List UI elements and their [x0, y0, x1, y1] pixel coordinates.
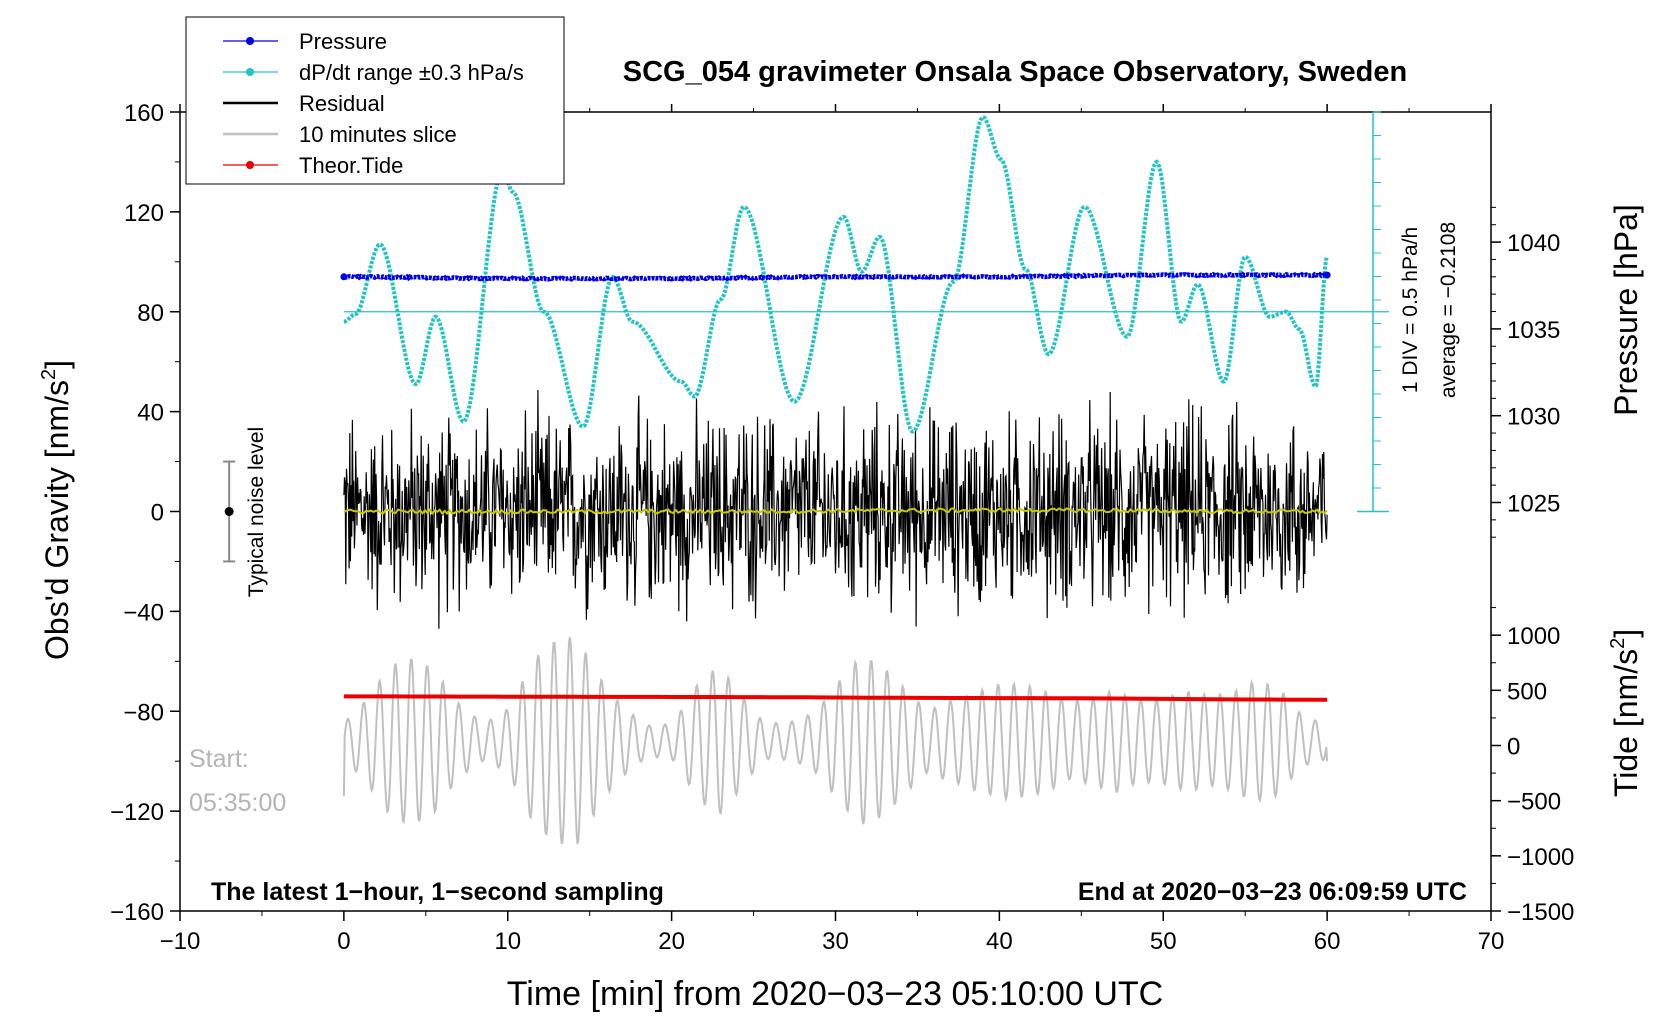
x-axis-label: Time [min] from 2020−03−23 05:10:00 UTC: [507, 975, 1163, 1013]
x-axis-ticks: −10 0 10 20 30 40 50 60 70: [160, 104, 1505, 955]
y-tick-label: 160: [124, 100, 164, 127]
legend: Pressure dP/dt range ±0.3 hPa/s Residual 10…: [185, 16, 565, 185]
y-tick-label: 40: [137, 400, 164, 427]
y-left-ticks: 160 120 80 40 0 −40 −80 −120 −160: [110, 100, 180, 926]
dpdt-scale-axis: [343, 111, 1390, 513]
legend-label: Theor.Tide: [299, 153, 403, 178]
legend-marker: [246, 161, 254, 169]
y-tick-label: 0: [151, 500, 164, 527]
start-time: 05:35:00: [189, 789, 286, 817]
pressure-tick-label: 1040: [1507, 230, 1560, 257]
x-tick-label: 10: [494, 928, 521, 955]
tide-tick-label: −500: [1507, 789, 1561, 816]
y-tick-label: −40: [123, 599, 164, 626]
tide-tick-label: −1000: [1507, 844, 1574, 871]
end-time-note: End at 2020−03−23 06:09:59 UTC: [1078, 878, 1467, 906]
pressure-line: [343, 271, 1328, 282]
noise-label: Typical noise level: [245, 427, 268, 597]
x-tick-label: 50: [1150, 928, 1177, 955]
y-tick-label: −80: [123, 699, 164, 726]
noise-bar: [223, 460, 236, 563]
pressure-series: [340, 271, 1331, 282]
residual-mean-line: [343, 507, 1328, 516]
x-tick-label: 30: [822, 928, 849, 955]
theor-tide-line: [343, 694, 1328, 702]
tide-slice-series: [342, 637, 1329, 845]
residual-series: [343, 389, 1328, 629]
x-tick-label: −10: [160, 928, 201, 955]
pressure-axis-ticks: 1040 1035 1030 1025: [1491, 206, 1560, 538]
legend-entries: Pressure dP/dt range ±0.3 hPa/s Residual 10…: [223, 29, 524, 178]
pressure-end-point: [1323, 271, 1331, 279]
tide-tick-label: 0: [1507, 734, 1520, 761]
tide-tick-label: −1500: [1507, 899, 1574, 926]
tide-axis-ticks: 1000 500 0 −500 −1000 −1500: [1491, 607, 1574, 926]
tide-tick-label: 1000: [1507, 623, 1560, 650]
tide-tick-label: 500: [1507, 678, 1547, 705]
legend-label: 10 minutes slice: [299, 122, 457, 147]
x-tick-label: 60: [1314, 928, 1341, 955]
legend-label: Residual: [299, 91, 385, 116]
theor-tide-series: [343, 694, 1328, 702]
dpdt-average-label: average = −0.2108: [1437, 222, 1460, 398]
pressure-axis-label: Pressure [hPa]: [1608, 204, 1644, 416]
x-tick-label: 40: [986, 928, 1013, 955]
y-tick-label: −160: [110, 899, 164, 926]
start-label: Start:: [189, 745, 249, 773]
residual-line: [343, 389, 1328, 629]
legend-label: Pressure: [299, 29, 387, 54]
pressure-tick-label: 1025: [1507, 490, 1560, 517]
y-tick-label: 120: [124, 200, 164, 227]
y-tick-label: 80: [137, 300, 164, 327]
x-tick-label: 0: [337, 928, 350, 955]
dpdt-div-label: 1 DIV = 0.5 hPa/h: [1399, 227, 1422, 393]
chart-title: SCG_054 gravimeter Onsala Space Observat…: [623, 56, 1407, 88]
legend-marker: [246, 37, 254, 45]
residual-mean-series: [343, 507, 1328, 516]
x-tick-label: 70: [1478, 928, 1505, 955]
pressure-tick-label: 1035: [1507, 317, 1560, 344]
y-axis-label: Obs'd Gravity [nm/s2]: [38, 360, 75, 660]
noise-center-point: [224, 507, 234, 516]
legend-marker: [246, 68, 254, 76]
y-tick-label: −120: [110, 799, 164, 826]
pressure-start-point: [340, 273, 348, 281]
x-tick-label: 20: [658, 928, 685, 955]
pressure-tick-label: 1030: [1507, 404, 1560, 431]
sampling-note: The latest 1−hour, 1−second sampling: [211, 878, 664, 906]
tide-slice-line: [342, 637, 1329, 845]
legend-label: dP/dt range ±0.3 hPa/s: [299, 60, 524, 85]
tide-axis-label: Tide [nm/s2]: [1607, 629, 1644, 797]
